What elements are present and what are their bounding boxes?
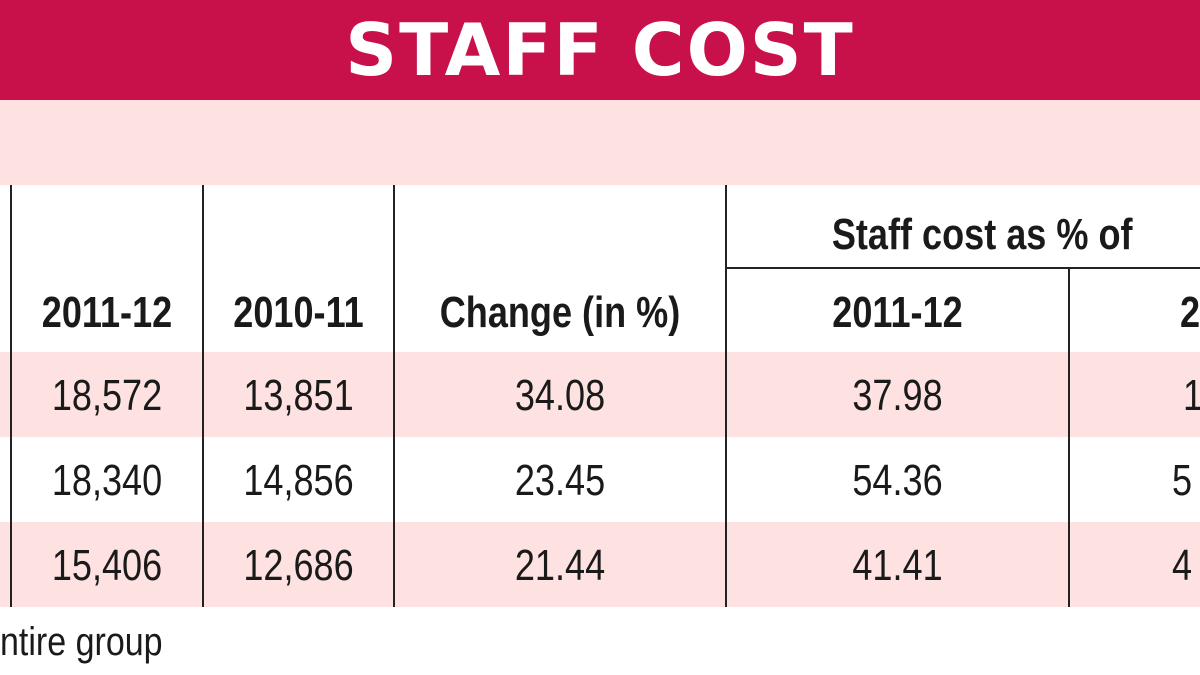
table-cell: 37.98 (852, 371, 943, 420)
title-bar (0, 0, 1200, 100)
column-header: 2010-11 (233, 288, 364, 337)
table-cell: 21.44 (514, 541, 606, 590)
table-cell: 4 (1172, 541, 1193, 590)
table-cell: 15,406 (51, 541, 163, 590)
col-divider (393, 185, 395, 607)
table-cell: 18,340 (51, 456, 163, 505)
column-header: 20 (1180, 288, 1200, 337)
table-row-bg-3 (0, 522, 1200, 607)
table-cell: 41.41 (852, 541, 943, 590)
table-cell: 1 (1183, 366, 1200, 426)
col-divider (1068, 268, 1070, 607)
group-header-underline (725, 267, 1200, 269)
column-header: 2011-12 (832, 288, 963, 337)
page-title: STAFF COST (345, 8, 855, 92)
table-row-bg-1 (0, 352, 1200, 437)
table-cell: 18,572 (51, 371, 163, 420)
table-cell: 12,686 (243, 541, 354, 590)
column-header: 2011-12 (41, 288, 173, 337)
table-cell: 13,851 (243, 371, 354, 420)
table-cell: 5 (1172, 456, 1193, 505)
subtitle-band (0, 100, 1200, 185)
table-cell: 23.45 (514, 456, 606, 505)
table-cell: 34.08 (514, 371, 606, 420)
table-cell: 14,856 (243, 456, 354, 505)
group-header: Staff cost as % of (831, 210, 1133, 259)
column-header: Change (in %) (439, 288, 681, 337)
col-divider (725, 185, 727, 607)
col-divider (10, 185, 12, 607)
footnote: ntire group (0, 620, 163, 664)
col-divider (202, 185, 204, 607)
table-row-bg-2 (0, 437, 1200, 522)
table-cell: 54.36 (852, 456, 943, 505)
